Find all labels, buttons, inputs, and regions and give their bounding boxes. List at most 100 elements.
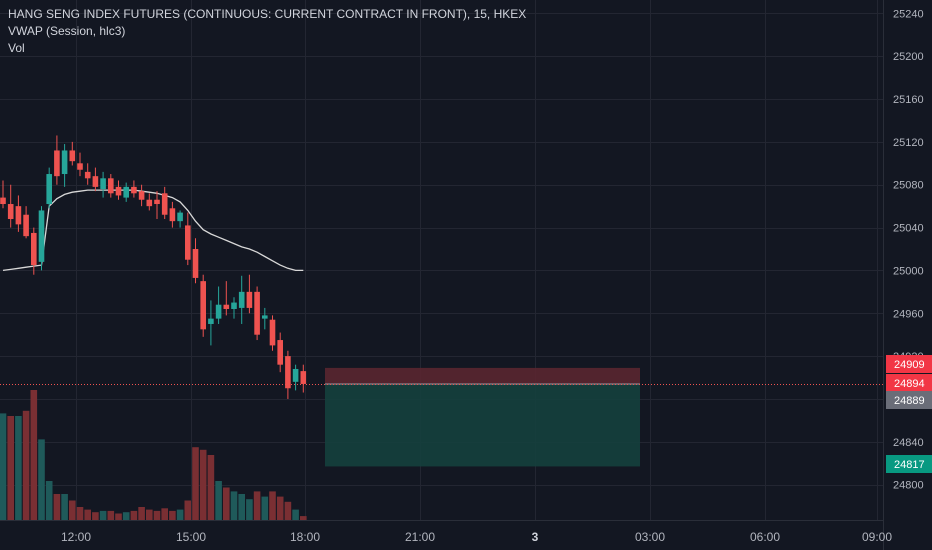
time-tick-label: 21:00 xyxy=(405,530,435,544)
price-tick-label: 25160 xyxy=(893,94,924,106)
candle-body xyxy=(115,186,122,196)
chart-legend: HANG SENG INDEX FUTURES (CONTINUOUS: CUR… xyxy=(8,6,526,57)
vwap-line xyxy=(2,189,304,272)
volume-bar xyxy=(22,410,30,520)
candle-body xyxy=(262,315,268,319)
candle-body xyxy=(92,176,99,187)
candle-body xyxy=(46,174,52,205)
stop-loss-zone[interactable] xyxy=(325,367,640,384)
volume-bar xyxy=(84,509,91,520)
candle-body xyxy=(108,178,114,194)
volume-bar xyxy=(238,494,245,520)
volume-bar xyxy=(53,494,61,520)
volume-bar xyxy=(246,499,253,520)
volume-bar xyxy=(115,513,122,520)
volume-bar xyxy=(199,449,207,520)
candle-body xyxy=(254,291,260,335)
volume-bar xyxy=(122,512,130,520)
volume-bar xyxy=(292,509,299,520)
candle-body xyxy=(185,225,191,260)
candle-body xyxy=(200,281,206,330)
time-tick-label: 06:00 xyxy=(750,530,780,544)
candle-body xyxy=(215,304,222,319)
candle-body xyxy=(38,210,45,262)
candle-body xyxy=(169,208,176,222)
price-tick-label: 25120 xyxy=(893,137,924,149)
candle-body xyxy=(192,249,199,278)
candle-body xyxy=(77,163,83,170)
volume-bar xyxy=(184,500,192,520)
volume-bar xyxy=(92,512,99,520)
price-label-text: 24909 xyxy=(894,359,925,371)
volume-bar xyxy=(15,416,22,520)
price-tick-label: 25000 xyxy=(893,265,924,277)
price-label-text: 24894 xyxy=(894,378,925,390)
time-tick-label: 3 xyxy=(532,530,539,544)
price-label-gray xyxy=(886,391,932,409)
price-tick-label: 24840 xyxy=(893,437,924,449)
price-tick-label: 25240 xyxy=(893,8,924,20)
candle-body xyxy=(246,291,253,308)
candle-body xyxy=(131,186,137,194)
candle-body xyxy=(223,304,230,309)
volume-bar xyxy=(146,509,153,520)
candle-body xyxy=(161,193,168,215)
volume-bar xyxy=(130,510,138,520)
volume-bar xyxy=(69,500,76,520)
volume-bar xyxy=(300,516,307,520)
volume-bar xyxy=(176,509,184,520)
candle-body xyxy=(277,340,283,365)
candle-body xyxy=(300,371,307,384)
price-tick-label: 25040 xyxy=(893,223,924,235)
candle-body xyxy=(0,197,6,205)
volume-bar xyxy=(169,510,176,520)
candle-body xyxy=(23,214,29,237)
candle-body xyxy=(61,150,68,175)
candle-body xyxy=(100,178,106,190)
volume-bar xyxy=(284,501,292,520)
candle-body xyxy=(123,186,129,198)
volume-bar xyxy=(223,487,230,520)
volume-bar xyxy=(30,390,38,520)
candle-body xyxy=(231,302,237,309)
candle-body xyxy=(285,356,291,389)
time-tick-label: 03:00 xyxy=(635,530,665,544)
candle-body xyxy=(54,150,60,177)
price-tick-label: 25080 xyxy=(893,180,924,192)
volume-bar xyxy=(153,510,161,520)
candle-body xyxy=(269,319,276,346)
symbol-title: HANG SENG INDEX FUTURES (CONTINUOUS: CUR… xyxy=(8,7,527,21)
candle-body xyxy=(292,368,299,382)
candle-body xyxy=(84,171,91,179)
time-tick-label: 15:00 xyxy=(176,530,206,544)
price-tick-label: 24960 xyxy=(893,308,924,320)
volume-bar xyxy=(230,491,238,520)
price-label-green xyxy=(886,455,932,473)
price-label-red xyxy=(886,374,932,392)
take-profit-zone[interactable] xyxy=(325,383,640,467)
volume-bar xyxy=(192,447,199,520)
volume-bar xyxy=(7,416,14,520)
volume-bar xyxy=(215,481,222,520)
price-tick-label: 24800 xyxy=(893,480,924,492)
candle-body xyxy=(208,318,214,324)
volume-bar xyxy=(138,507,145,520)
volume-bar xyxy=(99,510,107,520)
candle-body xyxy=(7,204,14,220)
time-tick-label: 12:00 xyxy=(61,530,91,544)
volume-bar xyxy=(45,481,53,520)
candle-body xyxy=(31,232,37,266)
time-tick-label: 18:00 xyxy=(290,530,320,544)
volume-bar xyxy=(261,496,269,520)
candle-body xyxy=(177,212,183,222)
vwap-legend-label: VWAP (Session, hlc3) xyxy=(8,24,126,38)
price-label-text: 24817 xyxy=(894,459,925,471)
volume-bar xyxy=(76,507,84,520)
volume-bar xyxy=(207,455,215,520)
candle-body xyxy=(238,291,245,308)
candle-body xyxy=(154,199,160,205)
price-label-text: 24889 xyxy=(894,395,925,407)
candle-body xyxy=(15,206,22,225)
time-tick-label: 09:00 xyxy=(862,530,892,544)
